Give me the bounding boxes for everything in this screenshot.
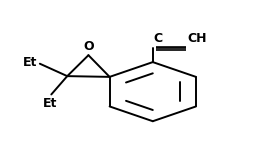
Text: Et: Et xyxy=(43,97,57,110)
Text: CH: CH xyxy=(187,32,207,45)
Text: Et: Et xyxy=(22,56,37,69)
Text: O: O xyxy=(83,40,94,53)
Text: C: C xyxy=(154,32,163,45)
